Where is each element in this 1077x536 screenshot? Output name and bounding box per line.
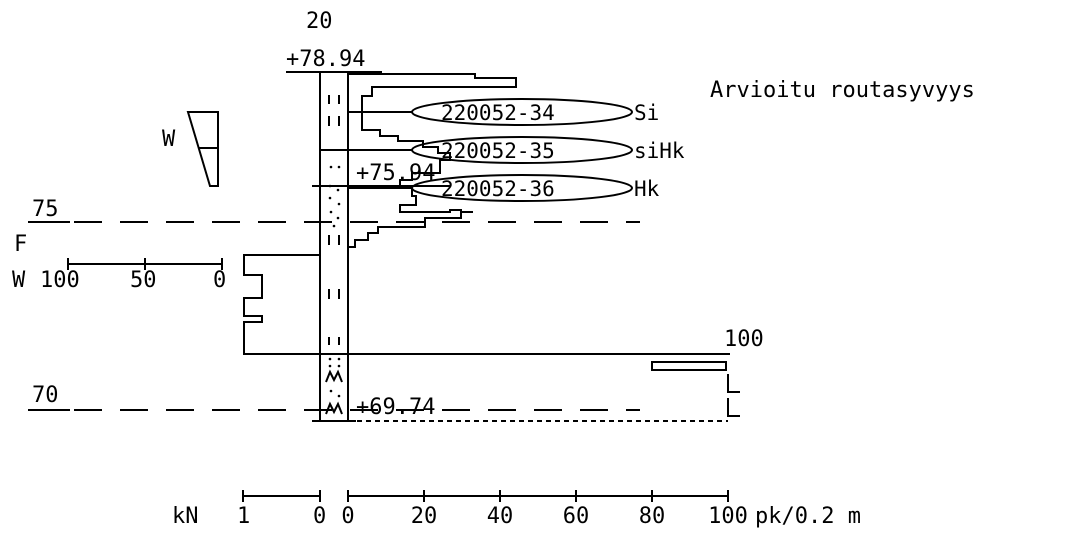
layer-dots xyxy=(328,165,341,398)
pk-tick-label: 60 xyxy=(563,504,590,529)
bottom-axis-left-label: kN xyxy=(172,504,199,529)
sample-36: 220052-36 Hk xyxy=(348,174,660,202)
end-level-label: +69.74 xyxy=(356,395,435,420)
sample-34: 220052-34 Si xyxy=(348,98,659,126)
water-scale-tick-label: 0 xyxy=(213,268,226,293)
water-triangle-label: W xyxy=(162,127,176,152)
layer-symbols xyxy=(325,95,343,415)
sample-35: 220052-35 siHk xyxy=(348,136,685,164)
water-scale-tick-label: 100 xyxy=(40,268,80,293)
sample-soil-type: Si xyxy=(634,101,659,125)
right-scale-top-label: 100 xyxy=(724,327,764,352)
sample-soil-type: siHk xyxy=(634,139,685,163)
water-triangle-symbol xyxy=(186,111,219,187)
pk-axis-ticks: 0 20 40 60 80 100 xyxy=(341,490,748,529)
level-70-label: 70 xyxy=(32,383,59,408)
water-scale-tick-label: 50 xyxy=(130,268,157,293)
sample-id: 220052-34 xyxy=(441,101,555,125)
kn-tick-label: 1 xyxy=(237,504,250,529)
kn-tick-label: 0 xyxy=(313,504,326,529)
bottom-axis-right-label: pk/0.2 m xyxy=(755,504,861,529)
pk-tick-label: 20 xyxy=(411,504,438,529)
sample-ellipse xyxy=(411,136,633,164)
sample-id: 220052-35 xyxy=(441,139,555,163)
sample-ellipse xyxy=(411,174,633,202)
pk-tick-label: 0 xyxy=(341,504,354,529)
pk-tick-label: 40 xyxy=(487,504,514,529)
level-75-label: 75 xyxy=(32,197,59,222)
right-l-mark xyxy=(727,398,740,417)
sample-ellipse xyxy=(411,98,633,126)
right-l-mark xyxy=(727,374,740,393)
sounding-resistance-graph xyxy=(348,73,517,248)
water-scale-prefix: W xyxy=(12,268,26,293)
point-number: 20 xyxy=(306,9,333,34)
frost-marker: F xyxy=(14,232,27,257)
pk-tick-label: 80 xyxy=(639,504,666,529)
pk-tick-label: 100 xyxy=(708,504,748,529)
sample-id: 220052-36 xyxy=(441,177,555,201)
right-bar-mark xyxy=(651,361,727,371)
water-content-graph xyxy=(243,254,730,355)
frost-depth-legend: Arvioitu routasyvyys xyxy=(710,78,975,103)
sample-soil-type: Hk xyxy=(634,177,660,201)
top-elevation: +78.94 xyxy=(286,47,365,72)
